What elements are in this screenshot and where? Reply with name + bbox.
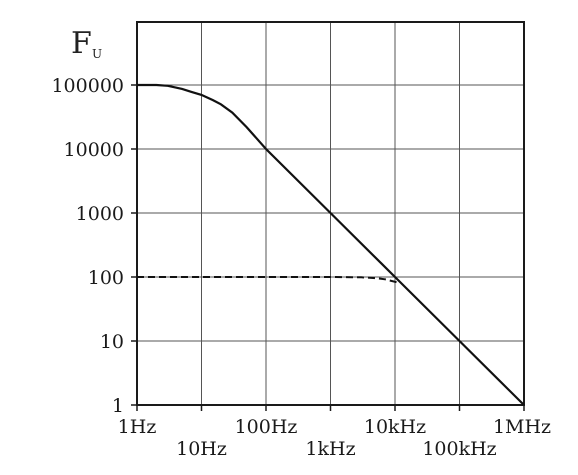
y-tick-label: 100 bbox=[88, 267, 124, 289]
y-tick-label: 10 bbox=[100, 331, 124, 353]
x-tick-label: 1MHz bbox=[493, 416, 551, 438]
series-line-solid bbox=[137, 83, 525, 406]
x-tick-label: 1Hz bbox=[118, 416, 157, 438]
y-tick-label: 100000 bbox=[51, 75, 124, 97]
x-tick-label: 1kHz bbox=[305, 438, 355, 460]
series-line-dashed bbox=[137, 276, 401, 285]
y-tick-label: 10000 bbox=[64, 139, 124, 161]
y-axis-label-subscript: U bbox=[92, 47, 102, 61]
x-tick-label: 10Hz bbox=[176, 438, 227, 460]
grid bbox=[137, 22, 524, 405]
x-tick-label: 100Hz bbox=[235, 416, 298, 438]
series-layer bbox=[137, 83, 525, 406]
x-tick-label: 10kHz bbox=[364, 416, 426, 438]
y-axis-label: F bbox=[71, 26, 92, 61]
y-tick-label: 1000 bbox=[76, 203, 124, 225]
y-tick-label: 1 bbox=[112, 395, 124, 417]
y-tick-labels: 1 10 100 1000 10000 100000 bbox=[51, 75, 137, 417]
x-tick-label: 100kHz bbox=[422, 438, 496, 460]
